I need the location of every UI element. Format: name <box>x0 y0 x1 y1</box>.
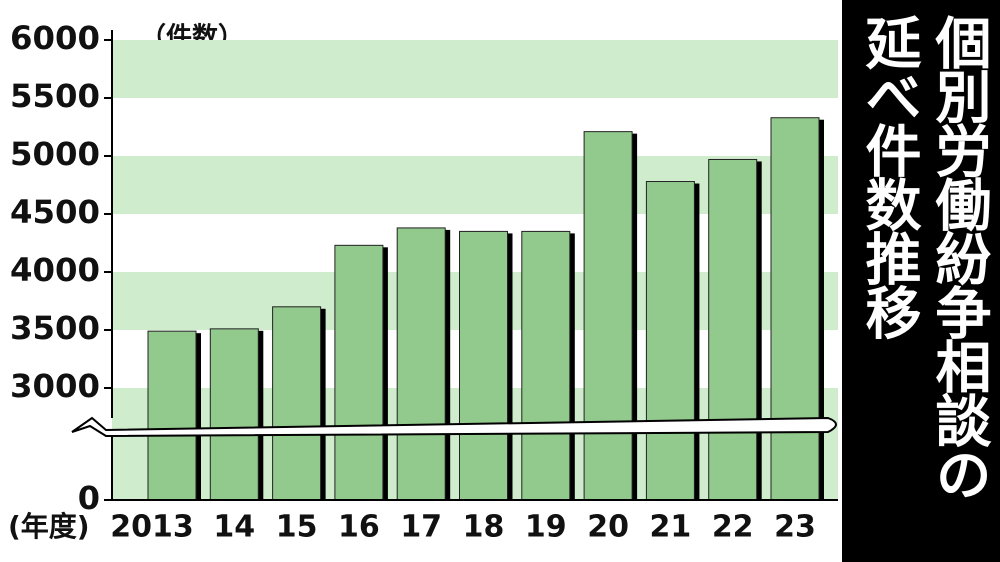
x-tick-label: 15 <box>276 510 318 545</box>
bar <box>334 244 384 501</box>
bar <box>209 328 259 501</box>
x-tick-label: 22 <box>712 510 754 545</box>
bar <box>583 131 633 501</box>
bar <box>708 158 758 501</box>
x-tick-label: 23 <box>774 510 816 545</box>
chart: （件数） (年度) 2013 14 15 16 17 18 19 20 21 22 23030003… <box>8 19 838 545</box>
y-tick-label: 5000 <box>10 135 100 173</box>
y-tick-label: 3500 <box>10 309 100 347</box>
x-tick-label: 2013 <box>110 510 194 545</box>
bar <box>770 117 820 501</box>
x-tick-label: 18 <box>463 510 505 545</box>
bar <box>459 230 508 501</box>
x-tick-label: 21 <box>650 510 692 545</box>
title-line: 個別労働紛争相談の <box>926 14 991 500</box>
y-tick-label: 3000 <box>10 367 100 405</box>
y-tick-label: 4500 <box>10 193 100 231</box>
band <box>112 40 838 98</box>
x-tick-label: 19 <box>525 510 567 545</box>
x-unit: (年度) <box>8 510 90 543</box>
title-line: 延べ件数推移 <box>856 14 921 338</box>
bar <box>521 230 571 501</box>
bar <box>645 181 695 501</box>
y-tick-label: 5500 <box>10 77 100 115</box>
axis-break <box>71 416 837 438</box>
y-tick-label: 4000 <box>10 251 100 289</box>
title-panel: 個別労働紛争相談の 延べ件数推移 <box>842 0 1000 562</box>
x-tick-label: 17 <box>400 510 442 545</box>
x-tick-label: 20 <box>587 510 629 545</box>
y-tick-label: 0 <box>78 479 100 517</box>
x-tick-label: 14 <box>213 510 255 545</box>
y-tick-label: 6000 <box>10 19 100 57</box>
x-tick-label: 16 <box>338 510 380 545</box>
bar <box>272 306 322 501</box>
bar <box>396 227 446 501</box>
bar <box>147 330 197 501</box>
